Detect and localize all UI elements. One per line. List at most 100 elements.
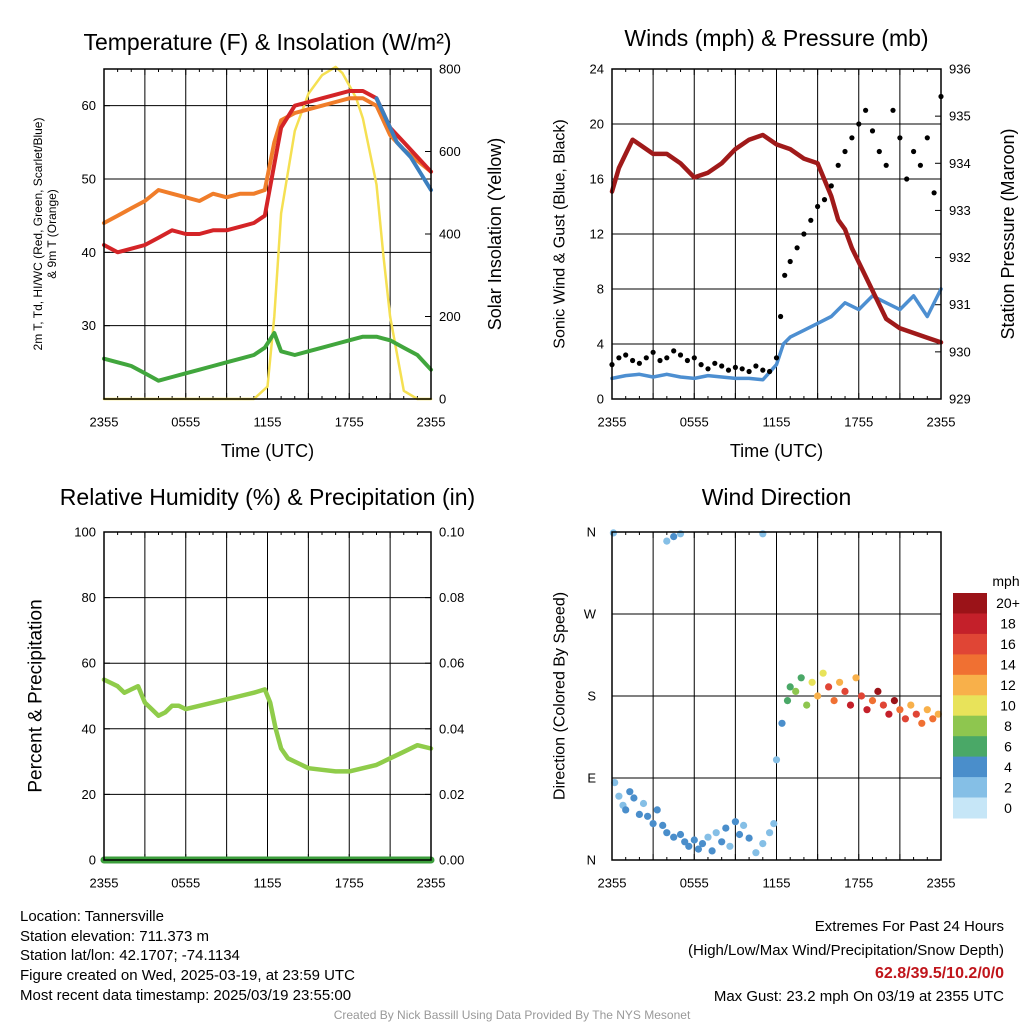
heat-index-wind-chill-line (374, 96, 433, 192)
legend-label: 16 (1000, 636, 1016, 652)
wind-direction-point (670, 833, 678, 841)
x-tick-label: 0555 (171, 415, 200, 430)
y-tick-label: S (587, 689, 596, 704)
gust-point (760, 367, 766, 373)
wind-direction-point (912, 710, 920, 718)
wind-direction-point (896, 706, 904, 714)
y2-tick-label: 0.08 (439, 590, 464, 605)
legend-swatch (953, 593, 987, 614)
gust-point (782, 272, 788, 278)
wind-direction-point (659, 821, 667, 830)
gust-point (863, 107, 869, 113)
y2-tick-label: 934 (949, 156, 971, 171)
gust-point (712, 360, 718, 366)
y-axis-label: Direction (Colored By Speed) (552, 592, 569, 800)
wind-direction-point (615, 792, 623, 800)
gust-point (616, 355, 622, 361)
wind-direction-point (934, 710, 942, 718)
wind-direction-point (814, 692, 822, 700)
x-tick-label: 2355 (417, 876, 446, 891)
gust-point (869, 128, 876, 134)
gust-point (657, 357, 663, 364)
y-tick-label: 24 (590, 62, 604, 77)
legend-swatch (953, 736, 987, 758)
x-tick-label: 0555 (680, 415, 709, 430)
wind-direction-point (783, 697, 792, 705)
wind-direction-point (644, 812, 652, 820)
y-axis-label: Percent & Precipitation (26, 599, 47, 792)
y2-axis-label: Station Pressure (Maroon) (998, 128, 1018, 339)
elevation-text: Station elevation: 711.373 m (20, 928, 210, 945)
gust-point (684, 357, 691, 364)
x-tick-label: 0555 (680, 876, 709, 891)
wind-direction-point (712, 829, 720, 837)
wind-direction-point (704, 833, 712, 841)
gust-point (890, 107, 896, 113)
wind-direction-point (630, 794, 638, 802)
plot-border (611, 531, 942, 861)
gust-point (904, 176, 910, 182)
y2-tick-label: 0.06 (439, 656, 464, 671)
gust-point (767, 368, 773, 375)
wind-direction-point (759, 840, 767, 848)
wind-direction-point (653, 806, 661, 814)
wind-direction-point (726, 842, 734, 850)
y-tick-label: 0 (89, 853, 96, 868)
legend-swatch (953, 777, 987, 799)
wind-direction-point (639, 799, 648, 808)
y-tick-label: 40 (82, 245, 96, 260)
y2-tick-label: 200 (439, 309, 461, 324)
y-tick-label: 100 (74, 525, 96, 540)
y-tick-label: N (587, 525, 596, 540)
wind-direction-point (841, 687, 849, 696)
wind-direction-point (690, 836, 698, 844)
dewpoint-line (102, 331, 433, 383)
wind-direction-point (786, 683, 794, 691)
wind-direction-point (929, 715, 937, 723)
legend-swatch (953, 695, 987, 717)
wind-direction-point (885, 710, 893, 718)
gust-point (883, 162, 889, 168)
location-text: Location: Tannersville (20, 908, 164, 925)
gust-point (917, 162, 924, 168)
wind-direction-point (890, 697, 899, 705)
legend-label: 10 (1000, 698, 1016, 714)
x-tick-label: 2355 (927, 415, 956, 430)
wind-direction-point (745, 834, 753, 842)
x-tick-label: 1755 (335, 415, 364, 430)
y2-tick-label: 932 (949, 250, 971, 265)
wind-direction-point (635, 810, 644, 819)
gust-point (739, 366, 745, 372)
y2-tick-label: 935 (949, 109, 971, 124)
wind-direction-point (766, 829, 774, 837)
legend-label: 18 (1000, 616, 1016, 632)
y-tick-label: E (587, 771, 596, 786)
gust-point (911, 148, 917, 155)
wind-direction-point (863, 706, 871, 714)
gust-point (725, 367, 732, 373)
panel-title: Relative Humidity (%) & Precipitation (i… (60, 484, 475, 510)
wind-direction-point (846, 701, 855, 709)
gust-point (636, 360, 643, 366)
x-tick-label: 1155 (763, 876, 791, 891)
credit-text: Created By Nick Bassill Using Data Provi… (333, 1008, 691, 1022)
y-tick-label: 20 (590, 117, 604, 132)
y-axis-label: & 9m T (Orange) (45, 189, 59, 279)
y2-axis-label: Solar Insolation (Yellow) (485, 138, 505, 330)
wind-direction-point (740, 821, 748, 830)
gust-point (801, 231, 807, 237)
x-tick-label: 2355 (598, 876, 627, 891)
wind-direction-point (868, 697, 877, 705)
y2-tick-label: 0.04 (439, 721, 464, 736)
y-tick-label: N (587, 853, 596, 868)
wind-direction-point (694, 845, 703, 853)
panel-title: Wind Direction (702, 484, 852, 510)
wind-direction-point (907, 701, 915, 709)
legend-label: 8 (1004, 718, 1012, 734)
wind-direction-point (797, 674, 805, 682)
legend-swatch (953, 633, 987, 655)
y2-tick-label: 933 (949, 203, 971, 218)
wind-direction-point (825, 683, 833, 691)
gust-point (732, 364, 739, 370)
y2-tick-label: 930 (949, 344, 971, 359)
